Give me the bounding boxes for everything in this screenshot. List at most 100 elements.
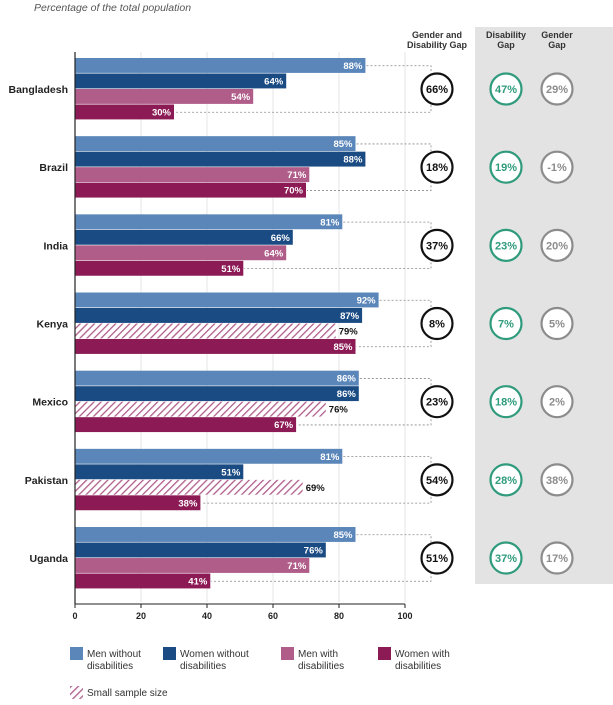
bar-value-label: 51%	[221, 467, 241, 478]
bar-value-label: 30%	[152, 108, 172, 119]
bar-women-with	[75, 182, 306, 198]
bar-value-label: 67%	[274, 420, 294, 431]
gender-gap-value: -1%	[547, 162, 567, 174]
bar-value-label: 86%	[337, 389, 357, 400]
bar-men-with	[75, 323, 336, 339]
bar-value-label: 71%	[287, 170, 307, 181]
gender-and-disability-gap-circle	[420, 541, 454, 575]
bar-value-label: 79%	[339, 327, 359, 338]
gender-gap-value: 5%	[549, 319, 565, 331]
bar-value-label: 76%	[329, 405, 349, 416]
legend-label: disabilities	[395, 661, 441, 672]
gender-and-disability-gap-circle	[420, 463, 454, 497]
gap-connector	[201, 456, 432, 504]
gender-gap-value: 2%	[549, 397, 565, 409]
legend-swatch-men-with	[281, 647, 294, 660]
disability-gap-circle	[489, 150, 523, 184]
bar-women-without	[75, 386, 359, 402]
bar-men-with	[75, 558, 310, 573]
legend-label: Men with	[298, 649, 338, 660]
bar-value-label: 88%	[343, 155, 363, 166]
disability-gap-value: 18%	[495, 397, 517, 409]
bar-value-label: 81%	[320, 452, 340, 463]
chart-subtitle: Percentage of the total population	[34, 2, 191, 14]
legend-swatch-small-sample	[70, 686, 83, 699]
bar-value-label: 64%	[264, 248, 284, 259]
gender-gap-header: Gap	[548, 40, 566, 50]
disability-gap-circle	[489, 541, 523, 575]
country-label: India	[43, 240, 68, 252]
gender-and-disability-gap-header: Disability Gap	[407, 40, 468, 50]
gender-and-disability-gap-circle	[420, 72, 454, 106]
disability-gap-circle	[489, 228, 523, 262]
disability-gap-value: 37%	[495, 553, 517, 565]
gender-and-disability-gap-circle	[420, 228, 454, 262]
bar-men-with	[75, 401, 326, 417]
gender-and-disability-gap-value: 51%	[426, 553, 448, 565]
country-label: Mexico	[32, 397, 68, 409]
bar-value-label: 76%	[304, 546, 324, 557]
legend-label: Small sample size	[87, 688, 168, 699]
gender-gap-circle	[540, 306, 574, 341]
legend-swatch-women-with	[378, 647, 391, 660]
gender-and-disability-gap-circle	[420, 150, 454, 184]
bar-women-with	[75, 339, 356, 354]
bar-value-label: 54%	[231, 92, 251, 103]
disability-gap-circle	[489, 306, 523, 341]
gap-connector	[297, 378, 432, 426]
gender-and-disability-gap-header: Gender and	[412, 30, 462, 40]
bar-men-without	[75, 527, 356, 542]
bar-men-without	[75, 448, 343, 464]
disability-gap-value: 19%	[495, 162, 517, 174]
bar-value-label: 87%	[340, 311, 360, 322]
bar-men-without	[75, 58, 366, 73]
bar-value-label: 88%	[343, 61, 363, 72]
x-tick-label: 80	[334, 611, 344, 621]
bar-value-label: 92%	[357, 296, 377, 307]
gender-gap-value: 38%	[546, 475, 568, 487]
disability-gap-value: 7%	[498, 319, 514, 331]
bar-men-with	[75, 479, 303, 495]
legend-label: disabilities	[180, 661, 226, 672]
gender-and-disability-gap-circle	[420, 385, 454, 419]
bar-value-label: 64%	[264, 77, 284, 88]
country-label: Uganda	[29, 553, 68, 565]
legend-label: disabilities	[87, 661, 133, 672]
gender-and-disability-gap-value: 66%	[426, 84, 448, 96]
gender-gap-value: 20%	[546, 240, 568, 252]
bar-men-without	[75, 136, 356, 152]
x-tick-label: 100	[397, 611, 412, 621]
legend-label: Women with	[395, 649, 450, 660]
country-label: Kenya	[36, 319, 68, 331]
bar-value-label: 51%	[221, 264, 241, 275]
bar-value-label: 70%	[284, 186, 304, 197]
x-tick-label: 20	[136, 611, 146, 621]
country-label: Bangladesh	[8, 84, 68, 96]
gender-gap-circle	[540, 228, 574, 262]
disability-gap-value: 47%	[495, 84, 517, 96]
x-tick-label: 40	[202, 611, 212, 621]
bar-men-without	[75, 370, 359, 386]
bar-men-without	[75, 214, 343, 230]
gender-and-disability-gap-value: 18%	[426, 162, 448, 174]
bar-women-with	[75, 417, 297, 433]
bar-women-without	[75, 229, 293, 245]
gender-and-disability-gap-value: 23%	[426, 397, 448, 409]
bar-women-with	[75, 104, 174, 120]
disability-gap-circle	[489, 385, 523, 419]
bar-value-label: 86%	[337, 374, 357, 385]
bar-women-with	[75, 260, 244, 276]
bar-value-label: 41%	[188, 577, 208, 588]
bar-value-label: 69%	[306, 483, 326, 494]
bar-women-without	[75, 542, 326, 558]
bar-men-with	[75, 167, 310, 183]
disability-gap-value: 23%	[495, 240, 517, 252]
legend-swatch-women-without	[163, 647, 176, 660]
gender-gap-circle	[540, 385, 574, 419]
bar-women-without	[75, 308, 363, 323]
x-tick-label: 0	[72, 611, 77, 621]
bar-women-with	[75, 573, 211, 589]
gender-gap-circle	[540, 72, 574, 106]
disability-gap-header: Disability	[486, 30, 526, 40]
